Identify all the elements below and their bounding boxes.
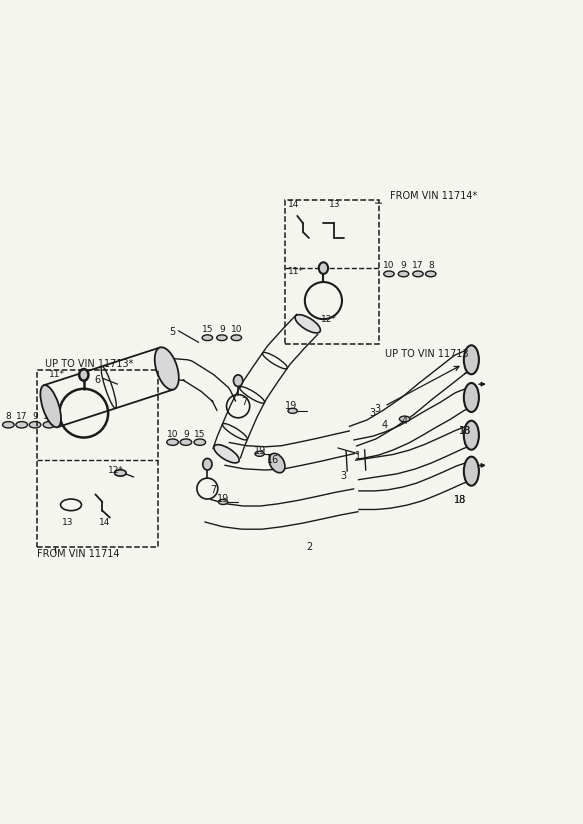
Ellipse shape <box>384 271 394 277</box>
Text: 4: 4 <box>381 419 387 430</box>
Ellipse shape <box>79 369 89 381</box>
Text: 2: 2 <box>305 541 312 551</box>
Ellipse shape <box>167 439 178 445</box>
Text: 15: 15 <box>194 429 206 438</box>
Text: 4: 4 <box>402 415 408 426</box>
Text: 6: 6 <box>94 375 100 385</box>
Ellipse shape <box>295 315 321 333</box>
Ellipse shape <box>114 470 126 476</box>
Text: 13: 13 <box>329 199 341 208</box>
Text: 18: 18 <box>459 425 472 436</box>
Text: 12*: 12* <box>321 315 337 324</box>
Text: 10: 10 <box>167 429 178 438</box>
Ellipse shape <box>29 422 41 428</box>
Text: 18: 18 <box>454 495 466 505</box>
Ellipse shape <box>269 453 285 473</box>
Text: 5: 5 <box>170 327 175 337</box>
Text: 3: 3 <box>374 404 381 414</box>
Ellipse shape <box>154 347 179 390</box>
Ellipse shape <box>233 375 243 386</box>
Ellipse shape <box>464 345 479 374</box>
Ellipse shape <box>464 383 479 412</box>
Ellipse shape <box>464 456 479 485</box>
Text: 8: 8 <box>428 261 434 270</box>
Ellipse shape <box>398 271 409 277</box>
Text: 19: 19 <box>254 447 266 456</box>
Text: 8: 8 <box>5 412 11 421</box>
Ellipse shape <box>231 335 241 340</box>
Ellipse shape <box>203 458 212 470</box>
Text: 7: 7 <box>241 396 247 406</box>
Text: 9: 9 <box>401 261 406 270</box>
Text: FROM VIN 11714*: FROM VIN 11714* <box>390 191 477 201</box>
Text: 18: 18 <box>454 495 466 505</box>
Ellipse shape <box>43 422 55 428</box>
Ellipse shape <box>304 324 314 329</box>
Text: 19: 19 <box>217 494 229 504</box>
Text: 9: 9 <box>32 412 38 421</box>
Text: 14: 14 <box>287 199 299 208</box>
Ellipse shape <box>255 452 264 456</box>
Bar <box>285 200 378 344</box>
Ellipse shape <box>194 439 206 445</box>
Text: 16: 16 <box>267 455 279 465</box>
Ellipse shape <box>413 271 423 277</box>
Text: FROM VIN 11714: FROM VIN 11714 <box>37 549 120 559</box>
Ellipse shape <box>426 271 436 277</box>
Ellipse shape <box>288 408 297 414</box>
Text: 11*: 11* <box>288 267 304 276</box>
Text: 17: 17 <box>16 412 27 421</box>
Text: UP TO VIN 11713*: UP TO VIN 11713* <box>45 359 134 369</box>
Ellipse shape <box>180 439 192 445</box>
Text: 19: 19 <box>285 401 298 411</box>
Ellipse shape <box>217 335 227 340</box>
Text: 11*: 11* <box>48 370 65 379</box>
Text: 10: 10 <box>43 412 55 421</box>
Ellipse shape <box>219 499 228 504</box>
Text: 13: 13 <box>62 517 74 527</box>
Ellipse shape <box>319 262 328 274</box>
Text: 12*: 12* <box>108 466 124 475</box>
Text: 1: 1 <box>355 451 361 461</box>
Text: 7: 7 <box>210 485 216 495</box>
Text: 9: 9 <box>183 429 189 438</box>
Ellipse shape <box>464 421 479 450</box>
Ellipse shape <box>399 416 410 422</box>
Text: 3: 3 <box>370 408 376 418</box>
Text: 14: 14 <box>99 517 110 527</box>
Ellipse shape <box>16 422 27 428</box>
Ellipse shape <box>40 385 61 428</box>
Text: 10: 10 <box>383 261 395 270</box>
Ellipse shape <box>214 445 239 463</box>
Text: 15: 15 <box>202 325 213 334</box>
Text: 18: 18 <box>459 425 472 436</box>
Text: 17: 17 <box>412 261 424 270</box>
Ellipse shape <box>2 422 14 428</box>
Text: 3: 3 <box>340 471 347 481</box>
Ellipse shape <box>202 335 213 340</box>
Text: UP TO VIN 11713: UP TO VIN 11713 <box>385 349 469 359</box>
Text: 10: 10 <box>231 325 242 334</box>
Bar <box>37 370 158 546</box>
Text: 9: 9 <box>219 325 225 334</box>
